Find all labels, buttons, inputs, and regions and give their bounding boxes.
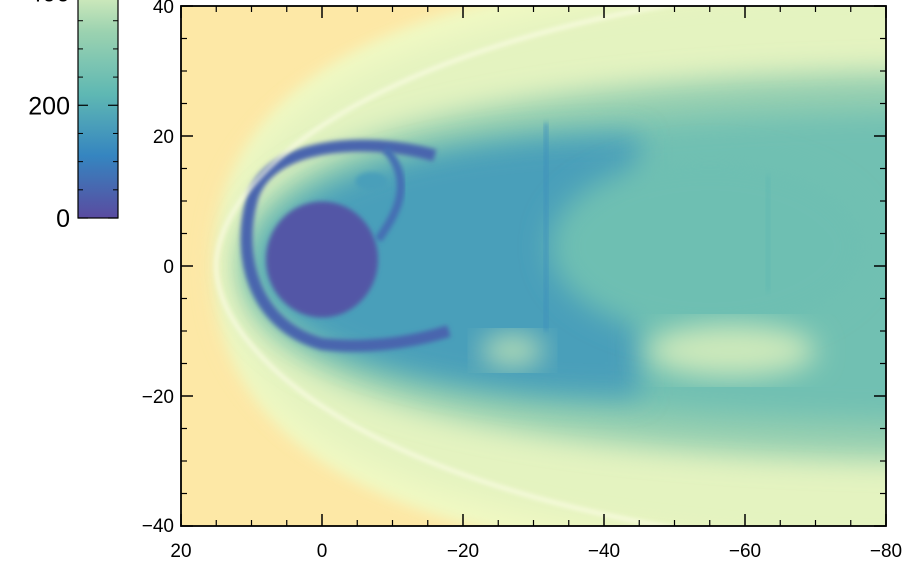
colorbar-tick-label: 200 xyxy=(28,92,70,120)
x-tick-label: 0 xyxy=(317,541,328,562)
heatmap-field xyxy=(181,6,886,526)
colorbar-tick-label: 400 xyxy=(28,0,70,8)
x-tick-label: −40 xyxy=(588,541,620,562)
y-tick-label: 20 xyxy=(153,127,174,148)
colorbar-tick-label: 0 xyxy=(56,205,70,233)
y-tick-label: 0 xyxy=(163,257,174,278)
colorbar-ticks: 0 200 400 xyxy=(28,0,118,233)
axis-ticks xyxy=(180,5,887,527)
y-tick-label: −40 xyxy=(142,516,174,537)
x-tick-label: −80 xyxy=(870,541,902,562)
y-tick-label: 40 xyxy=(153,0,174,18)
colorbar xyxy=(77,0,119,219)
x-tick-label: −60 xyxy=(729,541,761,562)
y-tick-label: −20 xyxy=(142,387,174,408)
axis-tick-labels: 20 0 −20 −40 −60 −80 −40 −20 0 20 40 xyxy=(142,0,902,562)
x-tick-label: 20 xyxy=(170,541,191,562)
x-tick-label: −20 xyxy=(447,541,479,562)
